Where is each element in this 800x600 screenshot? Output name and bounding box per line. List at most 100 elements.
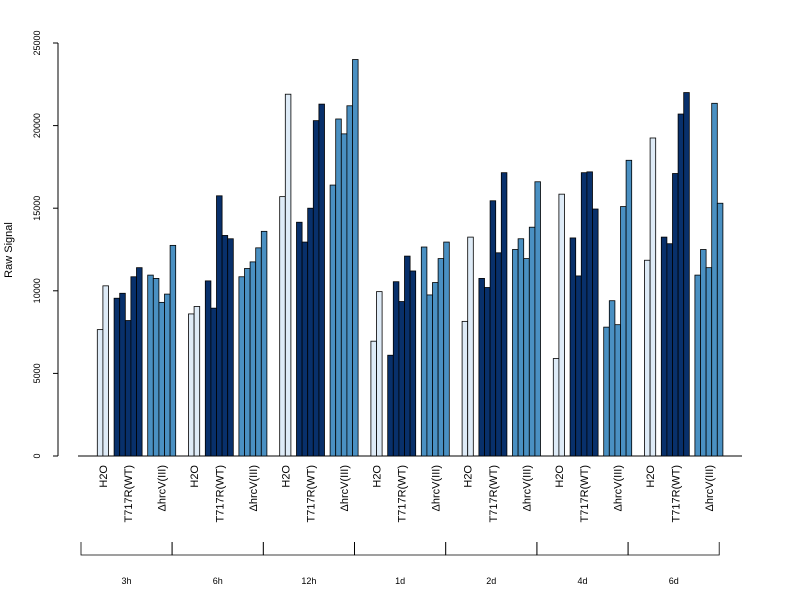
time-bracket	[627, 542, 720, 556]
y-axis: 0 5000 10000 15000 20000 25000	[32, 30, 59, 459]
y-tick-label: 20000	[32, 113, 42, 138]
bar-t717-3h	[124, 320, 132, 457]
y-tick-label: 10000	[32, 278, 42, 303]
bar-h2o-4d	[558, 193, 565, 457]
category-label: T717R(WT)	[214, 465, 226, 522]
time-brackets: 3h 6h 12h 1d 2d 4d 6d	[80, 542, 720, 586]
bar-hrcv-1d	[426, 294, 433, 457]
bar-hrcv-6d	[700, 249, 707, 457]
bar-hrcv-6h	[255, 247, 262, 457]
bar-t717-4d	[592, 208, 599, 457]
bars	[96, 59, 724, 457]
y-tick-label: 15000	[32, 196, 42, 221]
bar-t717-1d	[404, 255, 411, 457]
time-bracket	[263, 542, 355, 556]
bar-t717-2d	[484, 287, 491, 457]
bar-t717-1d	[387, 354, 394, 457]
bar-h2o-3h	[96, 329, 104, 457]
bar-h2o-6d	[649, 137, 657, 457]
category-label: ΔhrcV(III)	[430, 465, 442, 511]
time-bracket	[354, 542, 446, 556]
bar-t717-3h	[136, 267, 143, 457]
category-label: T717R(WT)	[123, 465, 135, 522]
category-labels: H2O T717R(WT) ΔhrcV(III) H2O T717R(WT) ΔhrcV(…	[98, 465, 716, 523]
bar-t717-6d	[672, 173, 679, 457]
bar-t717-12h	[312, 120, 320, 457]
category-label: ΔhrcV(III)	[704, 465, 716, 511]
time-bracket	[80, 542, 173, 556]
bar-t717-2d	[495, 252, 502, 457]
bar-h2o-3h	[102, 285, 109, 457]
bar-hrcv-12h	[346, 105, 353, 457]
bar-hrcv-12h	[340, 133, 348, 457]
category-label: ΔhrcV(III)	[339, 465, 351, 511]
bar-t717-4d	[575, 275, 582, 457]
bar-t717-3h	[119, 292, 126, 457]
bar-hrcv-4d	[625, 159, 633, 457]
time-point-label: 2d	[486, 576, 496, 586]
bar-hrcv-2d	[534, 181, 541, 457]
bar-h2o-6d	[644, 259, 651, 457]
bar-hrcv-6h	[244, 268, 251, 457]
bar-t717-3h	[113, 297, 121, 457]
bar-hrcv-1d	[443, 241, 450, 457]
time-bracket	[536, 542, 629, 556]
bar-hrcv-2d	[517, 238, 525, 457]
bar-hrcv-4d	[603, 326, 610, 457]
bar-hrcv-3h	[169, 244, 177, 457]
bar-t717-4d	[569, 237, 577, 457]
time-point-label: 3h	[121, 576, 131, 586]
bar-hrcv-3h	[147, 274, 154, 457]
time-bracket	[171, 542, 264, 556]
y-tick-label: 5000	[32, 363, 42, 383]
bar-t717-6h	[204, 280, 212, 457]
bar-hrcv-1d	[437, 258, 445, 457]
bar-hrcv-1d	[420, 246, 428, 457]
category-label: T717R(WT)	[488, 465, 500, 522]
bar-h2o-1d	[370, 340, 377, 457]
bar-hrcv-6d	[711, 102, 718, 457]
bar-hrcv-6h	[249, 261, 257, 457]
bar-t717-12h	[318, 103, 325, 457]
bar-t717-6d	[666, 243, 673, 457]
bar-h2o-12h	[284, 93, 292, 457]
bar-hrcv-6d	[705, 267, 713, 457]
bar-h2o-1d	[376, 291, 383, 457]
bar-t717-6h	[227, 238, 234, 457]
bar-h2o-6h	[188, 313, 195, 457]
y-axis-label: Raw Signal	[3, 222, 15, 278]
bar-t717-12h	[307, 207, 314, 457]
bar-hrcv-3h	[164, 293, 171, 457]
bar-t717-2d	[489, 200, 497, 457]
bar-hrcv-6d	[694, 274, 701, 457]
bar-t717-6h	[210, 307, 217, 457]
bar-t717-6h	[221, 235, 229, 457]
category-label: T717R(WT)	[579, 465, 591, 522]
bar-h2o-2d	[467, 236, 474, 457]
bar-h2o-2d	[461, 320, 469, 457]
category-label: H2O	[645, 465, 657, 488]
category-label: H2O	[98, 465, 110, 488]
bar-t717-6d	[683, 92, 690, 457]
bar-t717-4d	[580, 172, 588, 457]
time-bracket	[445, 542, 538, 556]
time-point-label: 4d	[577, 576, 587, 586]
time-point-label: 1d	[395, 576, 405, 586]
bar-t717-6h	[216, 195, 223, 457]
bar-hrcv-12h	[335, 118, 342, 457]
bar-hrcv-2d	[523, 258, 530, 457]
bar-t717-6d	[677, 113, 685, 457]
bar-t717-12h	[301, 241, 309, 457]
bar-h2o-4d	[552, 358, 560, 457]
category-label: T717R(WT)	[306, 465, 318, 522]
bar-t717-2d	[500, 172, 508, 457]
bar-t717-6d	[660, 236, 668, 457]
category-label: T717R(WT)	[397, 465, 409, 522]
bar-t717-1d	[392, 281, 400, 457]
category-label: H2O	[554, 465, 566, 488]
bar-hrcv-6h	[238, 276, 245, 457]
time-point-label: 6h	[213, 576, 223, 586]
bar-hrcv-3h	[152, 278, 160, 457]
bar-t717-1d	[409, 270, 417, 457]
